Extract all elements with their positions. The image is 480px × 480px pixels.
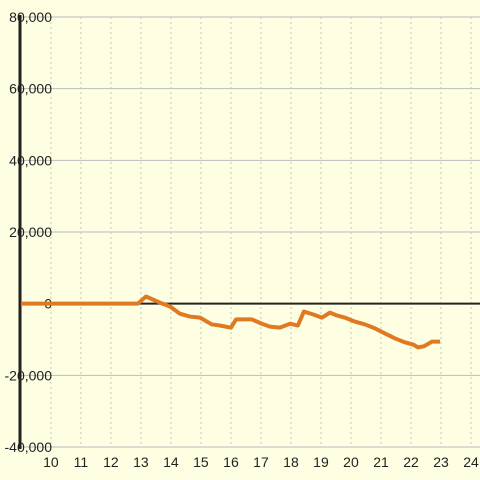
x-tick-label: 12 <box>103 454 119 470</box>
y-tick-label: 20,000 <box>9 224 52 240</box>
y-tick-label: 40,000 <box>9 152 52 168</box>
x-tick-label: 10 <box>43 454 59 470</box>
y-tick-label: 60,000 <box>9 81 52 97</box>
x-tick-label: 19 <box>313 454 329 470</box>
x-tick-label: 11 <box>74 454 89 470</box>
x-tick-label: 15 <box>193 454 209 470</box>
x-tick-label: 17 <box>253 454 269 470</box>
x-tick-label: 18 <box>283 454 299 470</box>
x-tick-label: 20 <box>343 454 359 470</box>
x-tick-label: 21 <box>373 454 389 470</box>
data-line <box>20 294 441 350</box>
x-tick-label: 22 <box>403 454 419 470</box>
x-tick-label: 14 <box>163 454 179 470</box>
y-tick-label: -20,000 <box>5 367 53 383</box>
y-tick-label: 80,000 <box>9 9 52 25</box>
x-tick-label: 23 <box>433 454 449 470</box>
y-tick-label: -40,000 <box>5 439 53 455</box>
x-tick-label: 24 <box>463 454 479 470</box>
x-tick-label: 16 <box>223 454 239 470</box>
x-tick-label: 13 <box>133 454 149 470</box>
